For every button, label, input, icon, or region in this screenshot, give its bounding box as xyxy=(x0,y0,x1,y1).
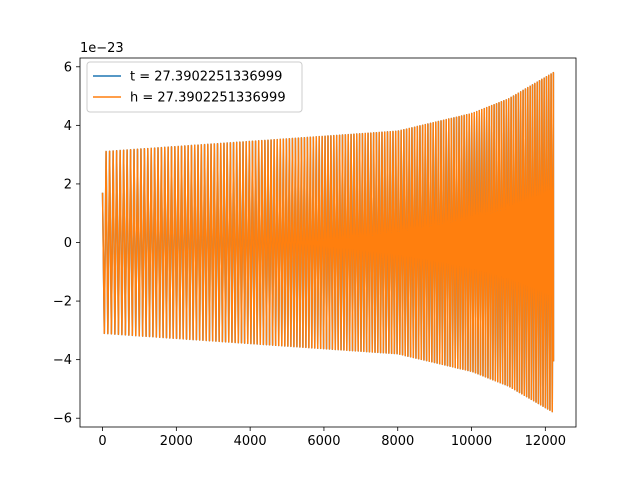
series-layer xyxy=(101,71,555,413)
x-tick-label: 12000 xyxy=(525,434,566,449)
y-offset-label: 1e−23 xyxy=(80,41,124,56)
x-tick-label: 8000 xyxy=(381,434,414,449)
legend-label-h: h = 27.3902251336999 xyxy=(130,91,286,106)
y-tick-label: 2 xyxy=(64,177,72,192)
legend: t = 27.3902251336999 h = 27.390225133699… xyxy=(86,61,303,113)
x-tick-label: 10000 xyxy=(451,434,492,449)
x-tick-label: 4000 xyxy=(234,434,267,449)
legend-label-t: t = 27.3902251336999 xyxy=(130,70,282,85)
x-tick-label: 0 xyxy=(98,434,106,449)
y-tick-label: −6 xyxy=(53,412,72,427)
y-tick-label: 4 xyxy=(64,119,72,134)
series-line-h xyxy=(101,71,555,413)
x-tick-label: 6000 xyxy=(307,434,340,449)
x-tick-label: 2000 xyxy=(160,434,193,449)
y-tick-label: −2 xyxy=(53,295,72,310)
y-tick-label: −4 xyxy=(53,353,72,368)
y-tick-label: 6 xyxy=(64,60,72,75)
y-tick-label: 0 xyxy=(64,236,72,251)
axes-layer: 0 2000 4000 6000 8000 10000 12000 −6 −4 −2 0 2 4 6 xyxy=(53,57,577,449)
legend-frame xyxy=(86,61,303,113)
